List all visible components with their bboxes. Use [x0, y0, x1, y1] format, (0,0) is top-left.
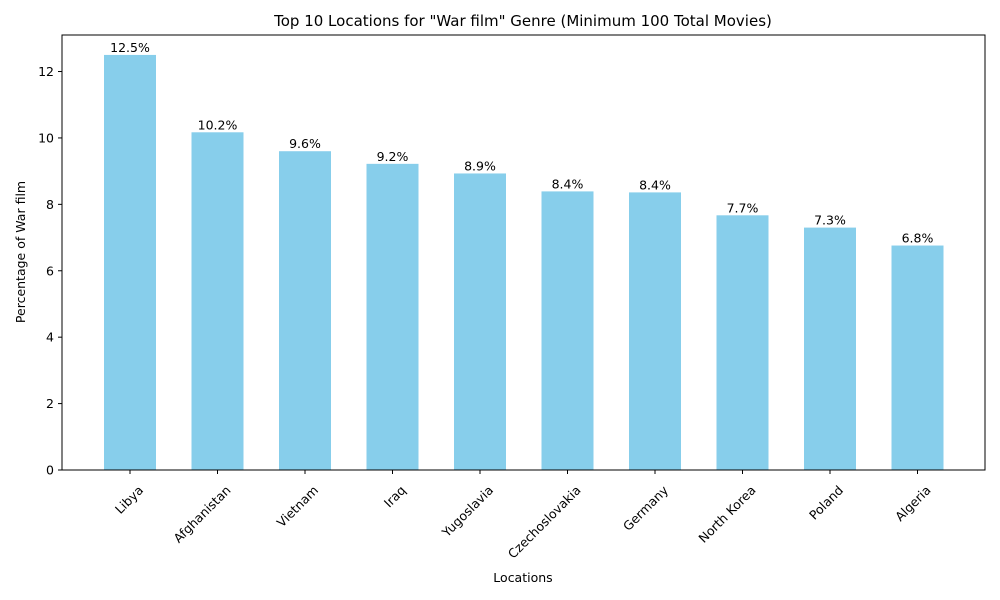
x-tick-label: North Korea — [695, 483, 758, 546]
value-label: 9.2% — [377, 149, 409, 164]
bar-czechoslovakia — [541, 191, 594, 470]
value-label: 7.3% — [814, 213, 846, 228]
y-axis-label: Percentage of War film — [13, 181, 28, 323]
value-label: 8.4% — [552, 176, 584, 191]
bar-afghanistan — [191, 132, 244, 471]
x-tick-label: Vietnam — [274, 483, 321, 530]
bars-layer — [104, 54, 944, 471]
chart-title: Top 10 Locations for "War film" Genre (M… — [273, 12, 772, 30]
value-label: 8.9% — [464, 158, 496, 173]
value-label: 9.6% — [289, 136, 321, 151]
bar-poland — [804, 227, 856, 470]
y-tick-label: 10 — [38, 130, 54, 145]
value-label: 8.4% — [639, 177, 671, 192]
bar-libya — [104, 54, 156, 470]
bar-germany — [629, 192, 681, 470]
value-labels-layer: 12.5% 10.2% 9.6% 9.2% 8.9% 8.4% 8.4% 7.7% 7.3% 6.… — [110, 40, 933, 246]
x-axis-label: Locations — [493, 570, 552, 585]
y-tick-label: 2 — [46, 396, 54, 411]
bar-iraq — [366, 163, 419, 470]
y-tick-label: 6 — [46, 263, 54, 278]
x-tick-label: Poland — [806, 483, 846, 523]
x-axis-ticks: Libya Afghanistan Vietnam Iraq Yugoslavia Cze… — [112, 470, 934, 561]
y-tick-label: 0 — [46, 463, 54, 478]
y-axis-ticks: 0 2 4 6 8 10 12 — [38, 64, 62, 478]
y-tick-label: 8 — [46, 197, 54, 212]
value-label: 10.2% — [198, 117, 238, 132]
x-tick-label: Afghanistan — [170, 483, 233, 546]
plot-frame — [61, 34, 986, 471]
bar-vietnam — [279, 151, 331, 470]
y-tick-label: 12 — [38, 64, 54, 79]
x-tick-label: Yugoslavia — [438, 483, 496, 541]
bar-north-korea — [716, 215, 769, 470]
x-tick-label: Germany — [620, 482, 672, 534]
value-label: 6.8% — [902, 231, 934, 246]
x-tick-label: Iraq — [381, 483, 409, 511]
x-tick-label: Czechoslovakia — [505, 483, 584, 562]
y-tick-label: 4 — [46, 330, 54, 345]
value-label: 7.7% — [727, 200, 759, 215]
value-label: 12.5% — [110, 40, 150, 55]
bar-yugoslavia — [454, 173, 506, 470]
x-tick-label: Algeria — [892, 483, 934, 525]
bar-algeria — [891, 245, 944, 470]
x-tick-label: Libya — [112, 483, 146, 517]
